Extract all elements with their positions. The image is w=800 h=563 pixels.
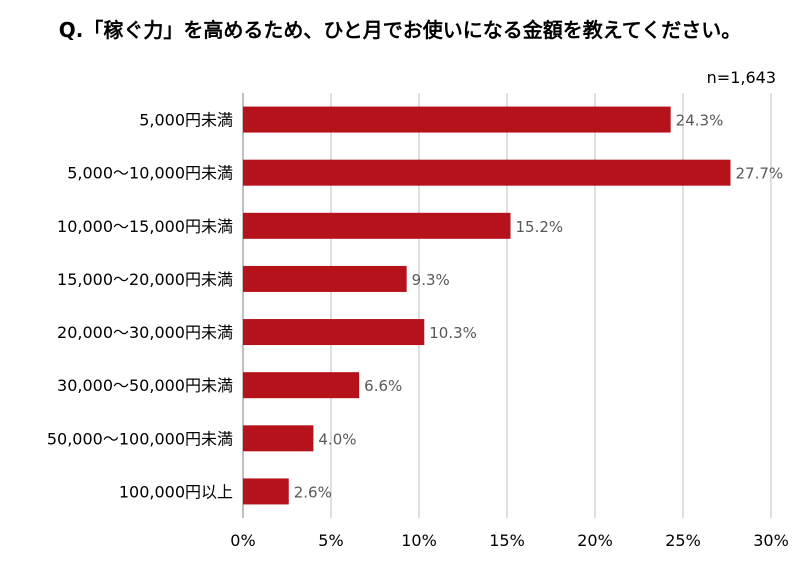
- category-label-6: 50,000～100,000円未満: [47, 429, 233, 448]
- category-label-1: 5,000～10,000円未満: [67, 164, 233, 183]
- data-label-2: 15.2%: [516, 218, 564, 236]
- data-label-6: 4.0%: [318, 430, 356, 448]
- x-tick-label-25: 25%: [665, 531, 701, 550]
- x-tick-label-10: 10%: [401, 531, 437, 550]
- x-tick-label-15: 15%: [489, 531, 525, 550]
- bar-4: [243, 319, 425, 346]
- category-label-3: 15,000～20,000円未満: [57, 270, 233, 289]
- x-tick-label-20: 20%: [577, 531, 613, 550]
- category-label-2: 10,000～15,000円未満: [57, 217, 233, 236]
- bar-3: [243, 265, 407, 292]
- bar-5: [243, 372, 360, 399]
- chart-title: Q.「稼ぐ力」を高めるため、ひと月でお使いになる金額を教えてください。: [58, 18, 742, 42]
- category-label-4: 20,000～30,000円未満: [57, 323, 233, 342]
- sample-size-note: n=1,643: [706, 68, 776, 87]
- data-label-5: 6.6%: [364, 377, 402, 395]
- data-label-3: 9.3%: [412, 271, 450, 289]
- bar-0: [243, 106, 671, 133]
- data-label-7: 2.6%: [294, 483, 332, 501]
- category-label-7: 100,000円以上: [119, 482, 233, 501]
- data-label-1: 27.7%: [736, 165, 784, 183]
- bar-1: [243, 159, 731, 186]
- bar-6: [243, 425, 314, 452]
- data-label-4: 10.3%: [429, 324, 477, 342]
- x-tick-label-0: 0%: [230, 531, 255, 550]
- category-label-5: 30,000～50,000円未満: [57, 376, 233, 395]
- bar-2: [243, 212, 511, 239]
- data-label-0: 24.3%: [676, 112, 724, 130]
- category-label-0: 5,000円未満: [139, 111, 233, 130]
- bar-7: [243, 478, 289, 505]
- x-tick-label-5: 5%: [318, 531, 343, 550]
- x-tick-label-30: 30%: [753, 531, 789, 550]
